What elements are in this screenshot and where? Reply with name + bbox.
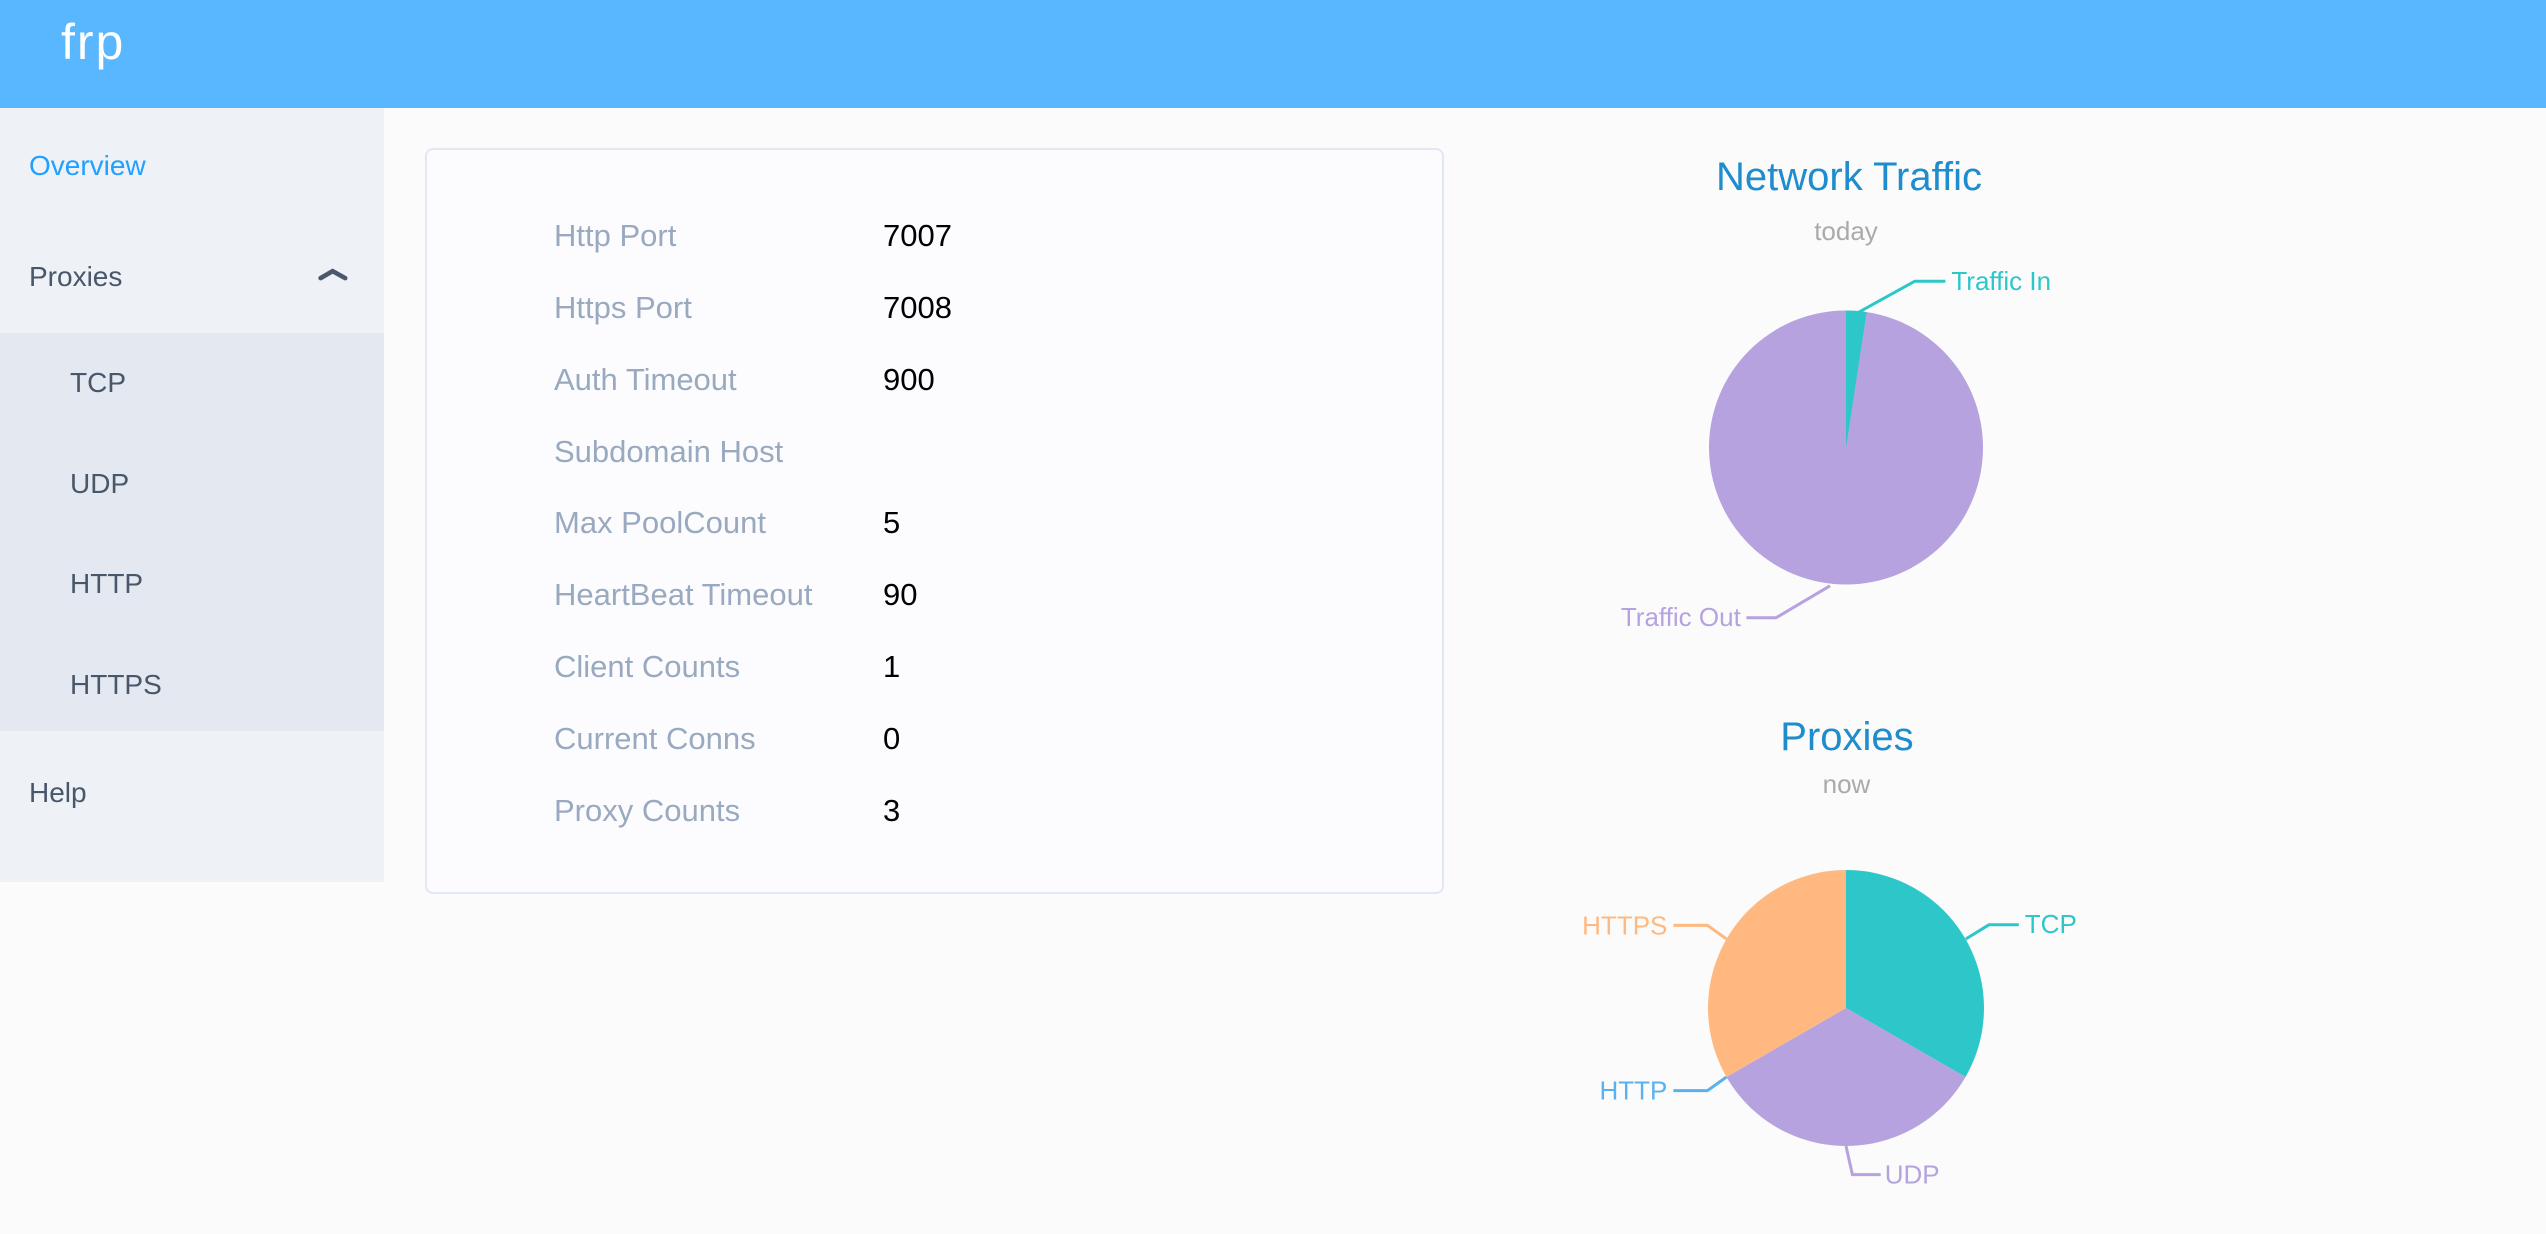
svg-text:Proxies: Proxies: [1780, 715, 1913, 759]
svg-text:today: today: [1814, 216, 1878, 246]
svg-text:HTTPS: HTTPS: [1582, 910, 1667, 940]
svg-text:Traffic Out: Traffic Out: [1621, 602, 1742, 632]
svg-text:TCP: TCP: [2025, 909, 2077, 939]
svg-text:now: now: [1823, 769, 1871, 799]
svg-text:HTTP: HTTP: [1600, 1076, 1668, 1106]
svg-text:Network Traffic: Network Traffic: [1716, 155, 1982, 199]
svg-text:UDP: UDP: [1885, 1160, 1940, 1190]
svg-text:Traffic In: Traffic In: [1951, 266, 2051, 296]
